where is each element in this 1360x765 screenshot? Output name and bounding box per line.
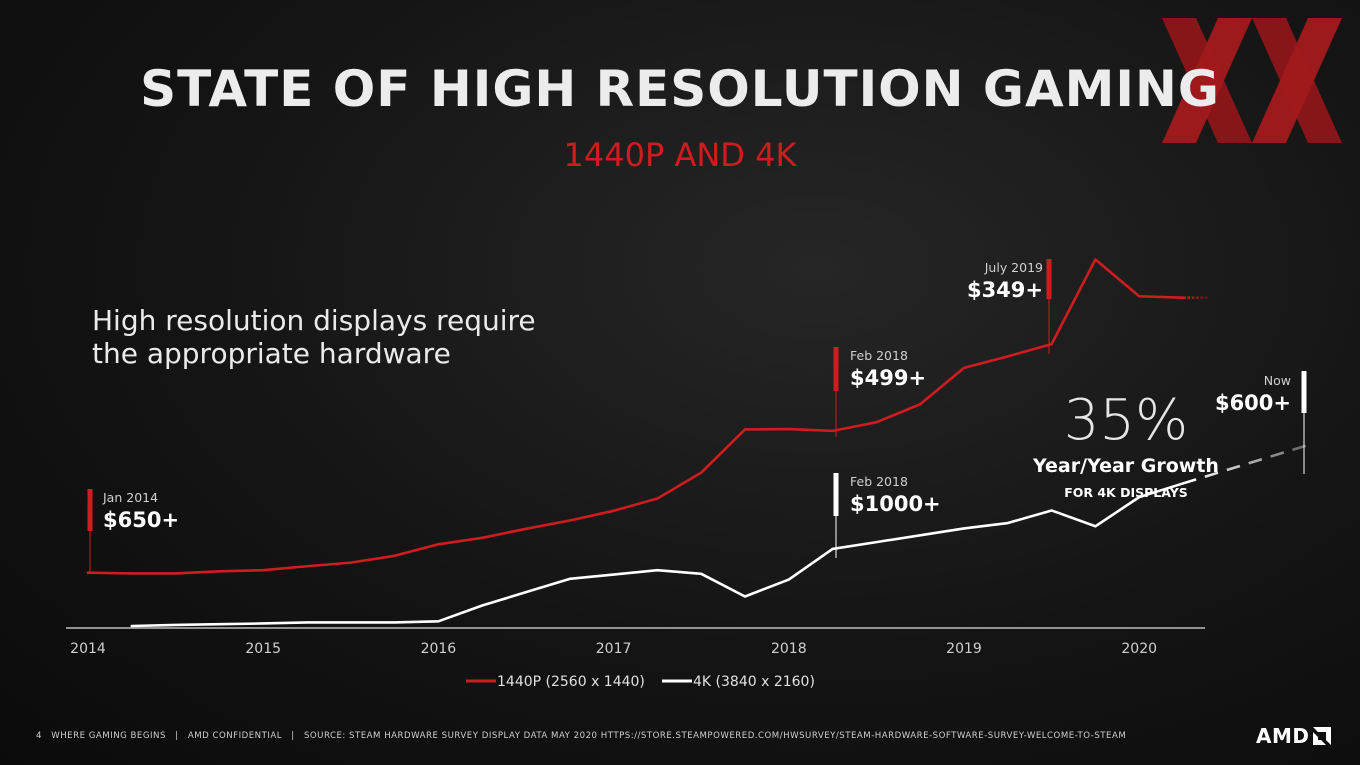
series-line: [130, 482, 1185, 628]
x-tick-label: 2015: [245, 641, 281, 657]
annotation-date: July 2019: [984, 260, 1043, 275]
growth-label: Year/Year Growth: [1033, 455, 1219, 477]
hardware-note-line1: High resolution displays require: [92, 304, 536, 337]
hardware-note-line2: the appropriate hardware: [92, 337, 451, 370]
annotation-price: $499+: [850, 366, 926, 390]
x-tick-label: 2018: [771, 641, 807, 657]
footer-source: SOURCE: STEAM HARDWARE SURVEY DISPLAY DA…: [303, 731, 1127, 741]
x-tick-label: 2019: [946, 641, 982, 657]
x-tick-label: 2020: [1121, 641, 1157, 657]
annotation-date: Jan 2014: [102, 490, 158, 505]
projection-dash: [1248, 458, 1263, 465]
projection-dash: [1182, 478, 1197, 485]
slide-subtitle: 1440P AND 4K: [563, 136, 797, 174]
projection-dash: [1292, 444, 1307, 452]
annotation-marker: [833, 347, 839, 391]
x-tick-label: 2014: [70, 641, 106, 657]
annotation-price: $600+: [1215, 391, 1291, 415]
footer: 4 WHERE GAMING BEGINS | AMD CONFIDENTIAL…: [36, 731, 1132, 741]
annotation-price: $1000+: [850, 492, 941, 516]
legend-label: 1440P (2560 x 1440): [497, 674, 645, 690]
annotation-marker: [833, 473, 839, 516]
series-line: [86, 258, 1185, 575]
legend-label: 4K (3840 x 2160): [693, 674, 815, 690]
annotation-marker: [1301, 371, 1307, 413]
annotation-date: Feb 2018: [850, 474, 908, 489]
x-tick-label: 2017: [596, 641, 632, 657]
footer-confidential: AMD CONFIDENTIAL: [187, 731, 283, 741]
annotation-date: Now: [1264, 373, 1291, 388]
amd-logo-text: AMD: [1256, 724, 1310, 748]
footer-separator: |: [175, 731, 179, 741]
growth-percentage: 35%: [1063, 388, 1189, 453]
footer-tagline: WHERE GAMING BEGINS: [51, 731, 166, 741]
hardware-note: High resolution displays require the app…: [92, 304, 536, 370]
annotation-price: $650+: [103, 508, 179, 532]
footer-separator: |: [291, 731, 295, 741]
x-tick-label: 2016: [421, 641, 457, 657]
amd-logo: AMD: [1256, 724, 1332, 748]
projection-dash: [1270, 451, 1285, 458]
amd-arrow-icon: [1313, 727, 1332, 745]
annotation-date: Feb 2018: [850, 348, 908, 363]
annotation-marker: [1046, 259, 1052, 299]
slide-title: STATE OF HIGH RESOLUTION GAMING: [140, 60, 1220, 118]
xx-logo: [1162, 18, 1342, 147]
annotation-price: $349+: [967, 278, 1043, 302]
projection-dash: [1226, 464, 1241, 472]
projection-dash: [1204, 471, 1219, 478]
growth-sublabel: FOR 4K DISPLAYS: [1064, 485, 1188, 500]
page-number: 4: [36, 731, 42, 741]
annotation-marker: [87, 489, 93, 531]
